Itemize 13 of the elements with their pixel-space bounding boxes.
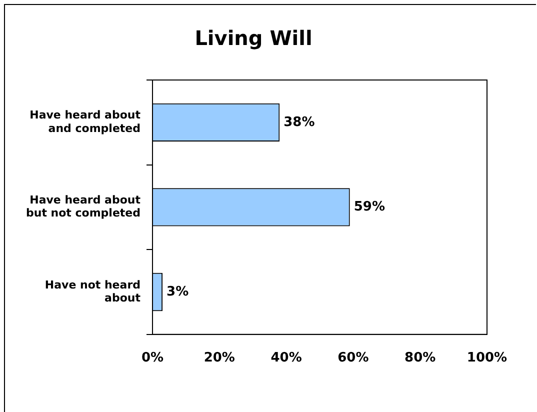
y-tick-label: Have heard about but not completed <box>26 193 141 220</box>
x-tick-label: 60% <box>338 350 369 366</box>
x-tick-label: 40% <box>270 350 302 366</box>
data-label: 59% <box>354 200 385 215</box>
y-tick-label: Have not heard about <box>44 278 141 304</box>
x-tick-label: 0% <box>141 350 164 366</box>
x-tick-label: 100% <box>466 350 508 366</box>
data-label: 38% <box>284 114 315 130</box>
x-tick-label: 20% <box>204 350 235 366</box>
y-tick-label: Have heard about and completed <box>30 108 141 135</box>
chart-title: Living Will <box>194 26 312 50</box>
x-tick-label: 80% <box>404 350 436 366</box>
data-label: 3% <box>166 284 189 300</box>
